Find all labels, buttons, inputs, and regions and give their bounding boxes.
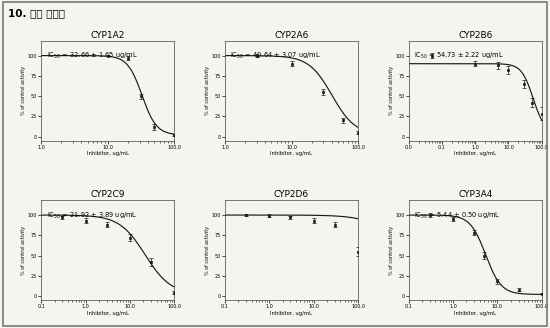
Y-axis label: % of control activity: % of control activity [205, 226, 210, 275]
X-axis label: Inhibitor, ug/mL: Inhibitor, ug/mL [271, 151, 312, 156]
Text: IC$_{50}$ = 32.66 ± 1.65 ug/mL: IC$_{50}$ = 32.66 ± 1.65 ug/mL [47, 51, 138, 61]
Title: CYP1A2: CYP1A2 [91, 31, 125, 40]
X-axis label: Inhibitor, ug/mL: Inhibitor, ug/mL [87, 311, 129, 316]
X-axis label: Inhibitor, ug/mL: Inhibitor, ug/mL [454, 151, 496, 156]
Text: 10. 녹차 추출물: 10. 녹차 추출물 [8, 8, 65, 18]
Text: IC$_{50}$ = 40.64 ± 3.07 ug/mL: IC$_{50}$ = 40.64 ± 3.07 ug/mL [230, 51, 321, 61]
X-axis label: Inhibitor, ug/mL: Inhibitor, ug/mL [454, 311, 496, 316]
Text: IC$_{50}$ = 5.44 ± 0.50 ug/mL: IC$_{50}$ = 5.44 ± 0.50 ug/mL [414, 211, 500, 221]
Y-axis label: % of control activity: % of control activity [205, 66, 210, 115]
Title: CYP2D6: CYP2D6 [274, 190, 309, 199]
Y-axis label: % of control activity: % of control activity [21, 66, 26, 115]
Y-axis label: % of control activity: % of control activity [389, 66, 394, 115]
Title: CYP2B6: CYP2B6 [458, 31, 492, 40]
Title: CYP2A6: CYP2A6 [274, 31, 309, 40]
Y-axis label: % of control activity: % of control activity [21, 226, 26, 275]
X-axis label: Inhibitor, ug/mL: Inhibitor, ug/mL [271, 311, 312, 316]
Text: IC$_{50}$ = 21.92 ± 3.89 ug/mL: IC$_{50}$ = 21.92 ± 3.89 ug/mL [47, 211, 137, 221]
Title: CYP2C9: CYP2C9 [91, 190, 125, 199]
X-axis label: Inhibitor, ug/mL: Inhibitor, ug/mL [87, 151, 129, 156]
Text: IC$_{50}$ = 54.73 ± 2.22 ug/mL: IC$_{50}$ = 54.73 ± 2.22 ug/mL [414, 51, 504, 61]
Title: CYP3A4: CYP3A4 [458, 190, 492, 199]
Y-axis label: % of control activity: % of control activity [389, 226, 394, 275]
